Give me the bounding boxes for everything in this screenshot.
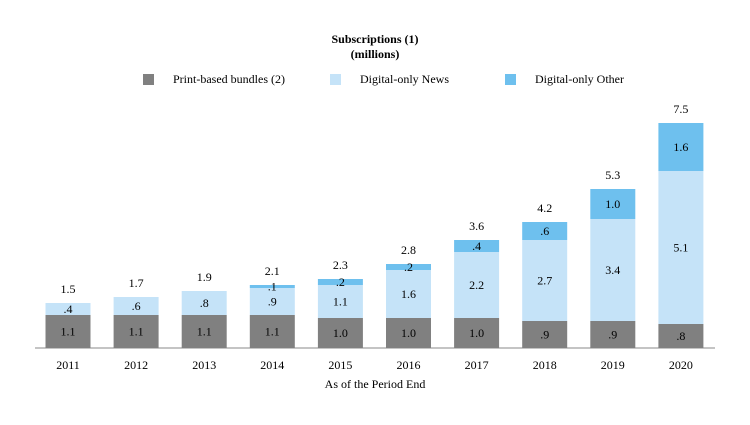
legend-label: Digital-only Other xyxy=(535,72,624,86)
bar-segment xyxy=(454,240,500,252)
total-label: 2.1 xyxy=(265,264,280,278)
bar-segment xyxy=(522,321,568,348)
total-label: 1.5 xyxy=(61,282,76,296)
value-label: 1.0 xyxy=(333,326,348,340)
value-label: .2 xyxy=(336,275,345,289)
total-label: 3.6 xyxy=(469,219,484,233)
value-label: .4 xyxy=(64,302,73,316)
legend-swatch xyxy=(505,74,516,85)
value-label: 3.4 xyxy=(605,263,620,277)
value-label: .9 xyxy=(608,327,617,341)
total-label: 2.8 xyxy=(401,243,416,257)
value-label: 1.1 xyxy=(61,324,76,338)
value-label: 1.6 xyxy=(673,140,688,154)
bar-segment xyxy=(386,270,431,318)
bar-segment xyxy=(249,315,295,348)
value-label: .6 xyxy=(540,224,549,238)
bar-segment xyxy=(113,315,159,348)
value-label: 1.1 xyxy=(333,294,348,308)
value-label: .9 xyxy=(268,294,277,308)
chart-title: Subscriptions (1) xyxy=(331,32,418,46)
bar-segment xyxy=(249,285,295,288)
bar-segment xyxy=(590,321,636,348)
x-tick-label: 2012 xyxy=(124,358,148,372)
x-tick-label: 2017 xyxy=(465,358,489,372)
value-label: 1.1 xyxy=(197,324,212,338)
value-label: 1.1 xyxy=(129,324,144,338)
value-label: 1.0 xyxy=(401,326,416,340)
bar-segment xyxy=(317,318,363,348)
total-label: 7.5 xyxy=(673,102,688,116)
bar-segment xyxy=(590,219,636,321)
bar-segment xyxy=(386,264,431,270)
legend-swatch xyxy=(330,74,341,85)
x-tick-label: 2018 xyxy=(533,358,557,372)
bar-segment xyxy=(386,318,431,348)
value-label: .8 xyxy=(676,329,685,343)
value-label: .2 xyxy=(404,260,413,274)
x-tick-label: 2011 xyxy=(56,358,80,372)
x-tick-label: 2016 xyxy=(397,358,421,372)
bar-segment xyxy=(45,315,91,348)
value-label: 1.0 xyxy=(605,197,620,211)
bar-segment xyxy=(658,123,704,171)
value-label: .8 xyxy=(200,296,209,310)
bar-segment xyxy=(45,303,91,315)
total-label: 1.7 xyxy=(129,276,144,290)
bar-segment xyxy=(249,288,295,315)
bar-segment xyxy=(181,315,227,348)
x-tick-label: 2019 xyxy=(601,358,625,372)
total-label: 2.3 xyxy=(333,258,348,272)
bar-segment xyxy=(113,297,159,315)
legend-swatch xyxy=(143,74,154,85)
bar-segment xyxy=(658,171,704,324)
x-tick-label: 2014 xyxy=(260,358,284,372)
x-tick-label: 2020 xyxy=(669,358,693,372)
bar-segment xyxy=(522,222,568,240)
legend-label: Digital-only News xyxy=(360,72,449,86)
bar-segment xyxy=(590,189,636,219)
value-label: .9 xyxy=(540,327,549,341)
chart-subtitle: (millions) xyxy=(351,47,400,61)
total-label: 4.2 xyxy=(537,201,552,215)
bar-segment xyxy=(522,240,568,321)
value-label: .4 xyxy=(472,239,481,253)
total-label: 5.3 xyxy=(605,168,620,182)
value-label: .1 xyxy=(268,279,277,293)
value-label: 5.1 xyxy=(673,240,688,254)
bar-segment xyxy=(454,252,500,318)
total-label: 1.9 xyxy=(197,270,212,284)
value-label: .6 xyxy=(132,299,141,313)
value-label: 1.0 xyxy=(469,326,484,340)
x-axis-label: As of the Period End xyxy=(325,377,426,391)
legend-label: Print-based bundles (2) xyxy=(173,72,285,86)
bar-segment xyxy=(181,291,227,315)
x-tick-label: 2013 xyxy=(192,358,216,372)
value-label: 2.7 xyxy=(537,273,552,287)
value-label: 1.6 xyxy=(401,287,416,301)
bar-segment xyxy=(454,318,500,348)
bar-segment xyxy=(317,279,363,285)
x-tick-label: 2015 xyxy=(328,358,352,372)
value-label: 2.2 xyxy=(469,278,484,292)
value-label: 1.1 xyxy=(265,324,280,338)
bar-segment xyxy=(317,285,363,318)
bar-segment xyxy=(658,324,704,348)
